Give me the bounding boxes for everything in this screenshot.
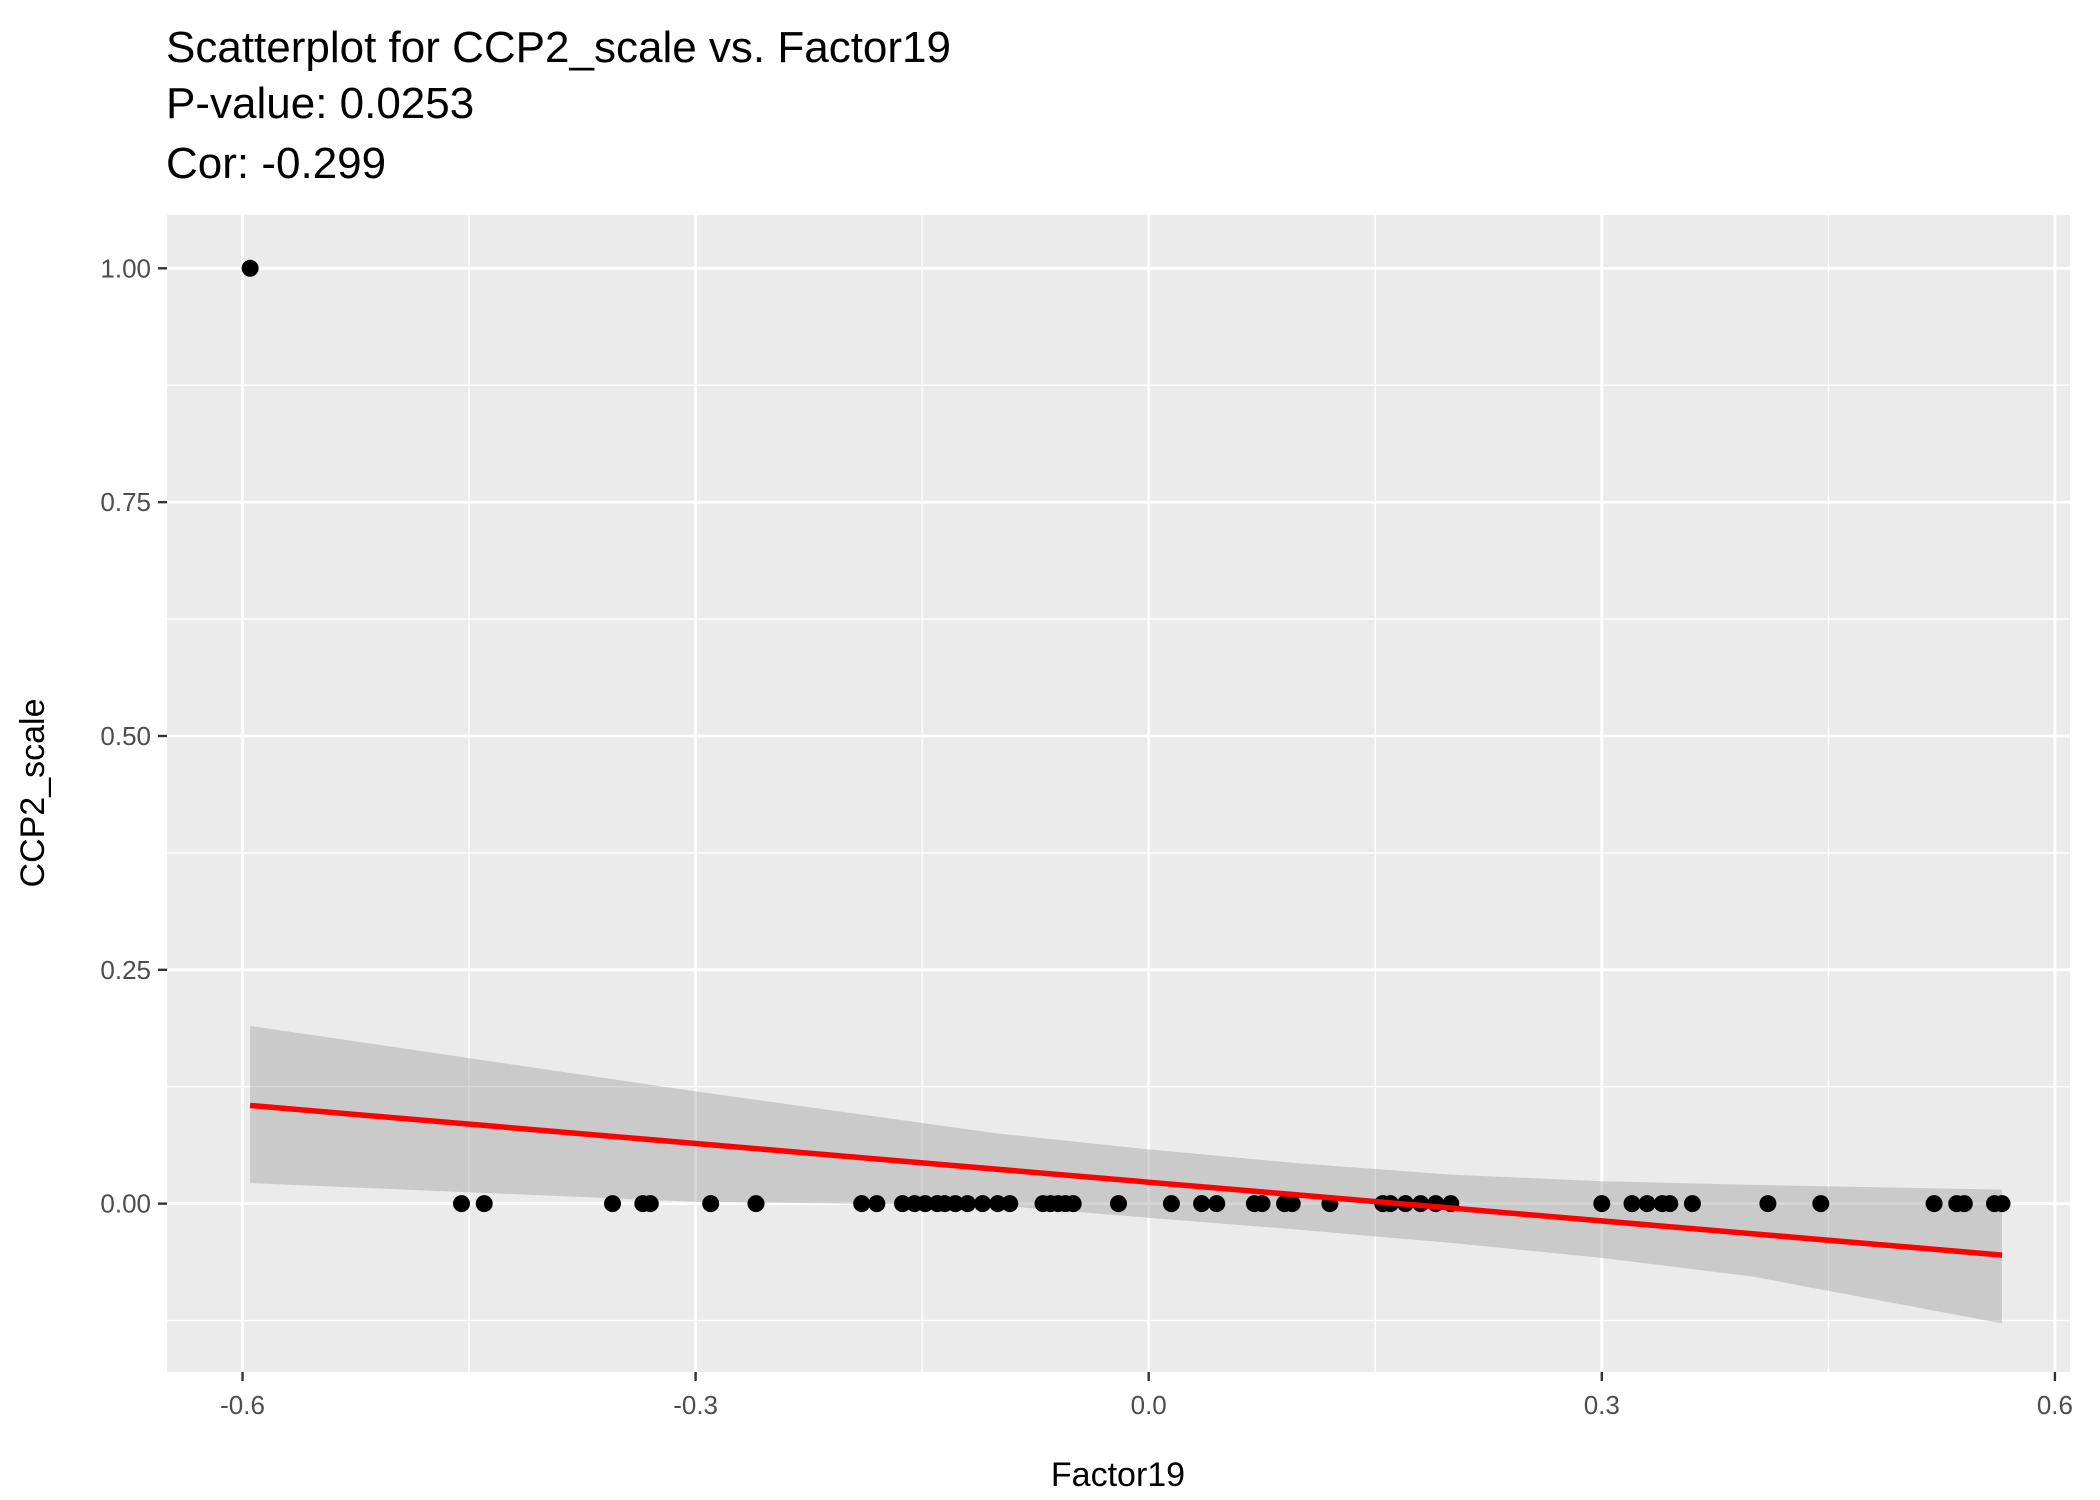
title-line-3: Cor: -0.299 [166, 139, 386, 188]
x-axis-title: Factor19 [1051, 1456, 1185, 1494]
data-point-0 [241, 259, 259, 277]
y-tick-label: 0.25 [100, 955, 151, 985]
data-point-17 [974, 1195, 992, 1213]
x-tick-label: -0.6 [220, 1390, 265, 1420]
data-point-2 [475, 1195, 493, 1213]
title-line-2: P-value: 0.0253 [166, 79, 474, 128]
data-point-12 [916, 1195, 934, 1213]
data-point-10 [894, 1195, 911, 1213]
data-point-16 [959, 1195, 976, 1213]
y-tick-label: 0.00 [100, 1189, 151, 1219]
data-point-27 [1193, 1195, 1211, 1213]
data-point-48 [1925, 1195, 1943, 1213]
x-tick-label: 0.6 [2037, 1390, 2073, 1420]
data-point-6 [702, 1195, 720, 1213]
x-tick-label: 0.0 [1131, 1390, 1167, 1420]
data-point-15 [946, 1195, 964, 1213]
y-tick-label: 0.50 [100, 721, 151, 751]
minor-grid [167, 215, 2070, 1372]
data-point-52 [1993, 1195, 2011, 1213]
data-point-45 [1683, 1195, 1701, 1213]
data-point-19 [1001, 1195, 1019, 1213]
data-point-41 [1623, 1195, 1641, 1213]
data-point-42 [1638, 1195, 1656, 1213]
points-layer [241, 259, 2011, 1213]
fit-line-layer [249, 1102, 2003, 1258]
x-tick-label: -0.3 [673, 1390, 718, 1420]
x-axis: -0.6 -0.3 0.0 0.3 0.6 [220, 1372, 2073, 1420]
y-axis: 0.00 0.25 0.50 0.75 1.00 [100, 253, 167, 1219]
data-point-26 [1162, 1195, 1180, 1213]
data-point-46 [1759, 1195, 1777, 1213]
data-point-7 [747, 1195, 765, 1213]
data-point-28 [1208, 1195, 1226, 1213]
data-point-40 [1593, 1195, 1611, 1213]
data-point-47 [1812, 1195, 1830, 1213]
x-tick-label: 0.3 [1584, 1390, 1620, 1420]
data-point-3 [604, 1195, 621, 1213]
data-point-1 [453, 1195, 470, 1213]
data-point-44 [1661, 1195, 1679, 1213]
data-point-5 [641, 1195, 659, 1213]
y-tick-label: 0.75 [100, 487, 151, 517]
title-line-1: Scatterplot for CCP2_scale vs. Factor19 [166, 23, 951, 72]
regression-line [249, 1102, 2003, 1258]
confidence-band [250, 1025, 2003, 1324]
confidence-band-layer [250, 1025, 2003, 1324]
data-point-30 [1253, 1195, 1271, 1213]
data-point-18 [989, 1195, 1007, 1213]
data-point-8 [853, 1195, 871, 1213]
data-point-32 [1283, 1195, 1301, 1213]
data-point-25 [1110, 1195, 1127, 1213]
data-point-50 [1955, 1195, 1973, 1213]
data-point-24 [1064, 1195, 1082, 1213]
data-point-9 [868, 1195, 886, 1213]
chart-title: Scatterplot for CCP2_scale vs. Factor19 … [166, 23, 951, 188]
y-axis-title: CCP2_scale [14, 699, 52, 888]
y-tick-label: 1.00 [100, 253, 151, 283]
